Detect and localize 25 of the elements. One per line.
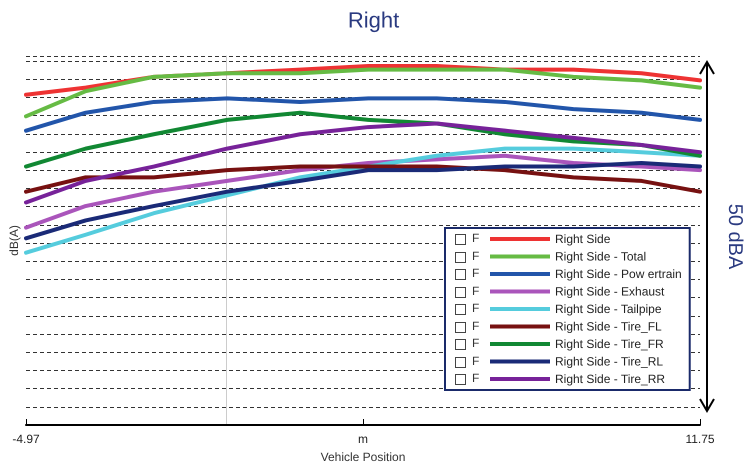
- y-axis-title: dB(A): [7, 225, 21, 256]
- x-axis-title: Vehicle Position: [320, 450, 406, 464]
- text: F: [472, 336, 480, 350]
- legend-label: Right Side - Tailpipe: [555, 302, 662, 316]
- x-tick-label: m: [358, 432, 368, 446]
- text: F: [472, 284, 480, 298]
- text: F: [472, 266, 480, 280]
- text: F: [472, 248, 480, 262]
- legend-label: Right Side - Tire_FL: [555, 320, 662, 334]
- text: F: [472, 354, 480, 368]
- text: F: [472, 318, 480, 332]
- text: F: [472, 371, 480, 385]
- annotation: F: [472, 231, 480, 246]
- legend-label: Right Side - Tire_FR: [555, 337, 664, 351]
- x-tick-label: 11.75: [685, 432, 715, 446]
- legend-label: Right Side - Pow ertrain: [555, 267, 682, 281]
- legend-label: Right Side - Exhaust: [555, 284, 666, 298]
- text: 50 dBA: [724, 204, 746, 270]
- legend-label: Right Side - Total: [555, 250, 646, 264]
- text: F: [472, 301, 480, 315]
- legend-label: Right Side - Tire_RR: [555, 372, 666, 386]
- legend-label: Right Side - Tire_RL: [555, 354, 664, 368]
- legend-label: Right Side: [555, 232, 611, 246]
- chart-title: Right: [348, 8, 400, 32]
- x-tick-label: -4.97: [12, 432, 40, 446]
